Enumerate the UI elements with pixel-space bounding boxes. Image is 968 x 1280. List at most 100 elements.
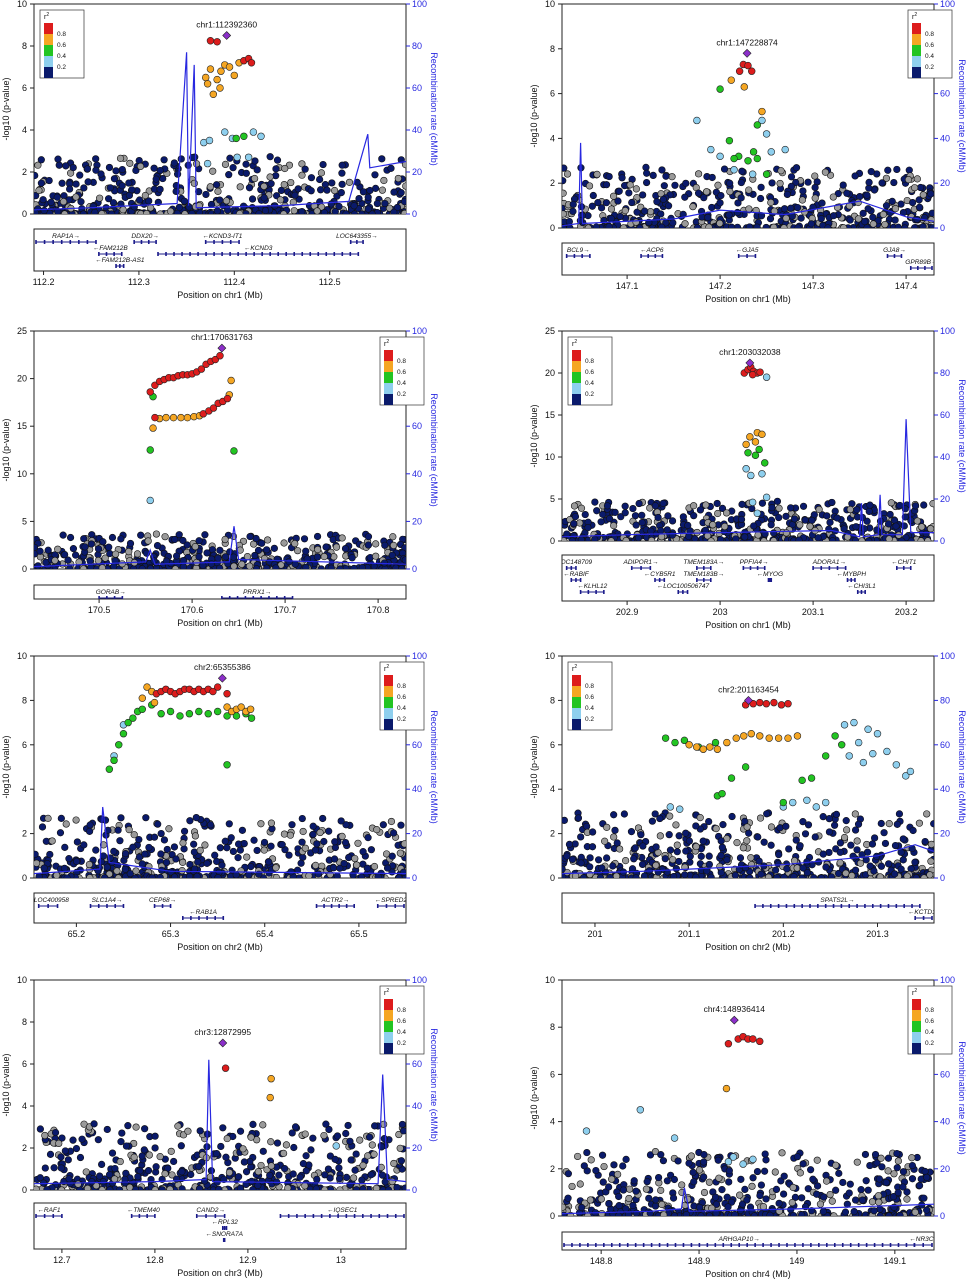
- bg-snp-point: [869, 220, 877, 228]
- bg-snp-point: [780, 1172, 788, 1180]
- right-y-tick-label: 40: [940, 452, 950, 462]
- bg-snp-point: [373, 199, 381, 208]
- bg-snp-point: [815, 505, 823, 514]
- bg-snp-point: [175, 531, 183, 539]
- gene-exon: [78, 240, 80, 244]
- bg-snp-point: [799, 1160, 807, 1168]
- gene-exon: [640, 254, 642, 258]
- snp-point-r2-02-04: [762, 373, 771, 381]
- legend-swatch: [912, 45, 921, 56]
- bg-snp-point: [723, 1193, 731, 1201]
- bg-snp-point: [402, 182, 406, 190]
- bg-snp-point: [834, 190, 842, 198]
- bg-snp-point: [62, 820, 70, 828]
- legend-label: 0.8: [925, 31, 934, 38]
- y-axis-title: -log10 (p-value): [1, 418, 11, 481]
- right-y-tick-label: 60: [412, 421, 422, 431]
- bg-snp-point: [799, 187, 807, 195]
- gene-exon: [658, 578, 661, 582]
- bg-snp-point: [611, 508, 619, 516]
- bg-snp-point: [899, 1168, 908, 1176]
- gene-exon: [703, 578, 705, 582]
- right-y-tick-label: 40: [940, 133, 950, 143]
- bg-snp-point: [265, 858, 273, 866]
- bg-snp-point: [911, 224, 919, 228]
- gene-exon: [587, 590, 590, 594]
- bg-snp-point: [783, 190, 791, 198]
- gene-exon: [349, 252, 352, 256]
- bg-snp-point: [718, 1186, 726, 1194]
- bg-snp-point: [54, 207, 62, 214]
- bg-snp-point: [366, 186, 374, 195]
- bg-snp-point: [253, 846, 261, 855]
- snp-point-r2-04-06: [753, 121, 761, 129]
- bg-snp-point: [191, 543, 199, 551]
- snp-point-r2-06-08: [227, 376, 235, 385]
- bg-snp-point: [66, 185, 74, 193]
- gene-exon: [696, 566, 698, 570]
- bg-snp-point: [597, 204, 606, 212]
- snp-point-r2-gt08: [735, 67, 744, 75]
- x-tick-label: 170.5: [88, 605, 111, 615]
- bg-snp-point: [772, 1185, 781, 1194]
- snp-point-r2-02-04: [146, 496, 154, 505]
- bg-snp-point: [288, 821, 296, 829]
- bg-snp-point: [787, 504, 795, 512]
- gene-exon: [105, 252, 108, 256]
- bg-snp-point: [689, 203, 697, 211]
- bg-snp-point: [928, 209, 934, 217]
- bg-snp-point: [322, 543, 330, 551]
- gene-exon: [931, 266, 933, 270]
- legend-swatch: [572, 361, 581, 372]
- legend-label: 0.6: [925, 42, 934, 49]
- bg-snp-point: [238, 560, 246, 568]
- gene-exon: [197, 252, 199, 256]
- gene-exon: [122, 264, 125, 268]
- bg-snp-point: [562, 1211, 568, 1216]
- gene-label: BCL9→: [567, 247, 590, 254]
- gene-label: ←MYOG: [757, 571, 783, 578]
- bg-snp-point: [632, 1209, 641, 1216]
- gene-exon: [157, 252, 159, 256]
- bg-snp-point: [393, 203, 402, 212]
- bg-snp-point: [190, 840, 198, 848]
- bg-snp-point: [145, 197, 153, 205]
- bg-snp-point: [762, 223, 770, 228]
- bg-snp-point: [621, 207, 629, 215]
- bg-snp-point: [46, 850, 54, 859]
- y-axis-title: -log10 (p-value): [1, 77, 11, 140]
- right-y-tick-label: 40: [412, 469, 422, 479]
- gene-exon: [864, 590, 866, 594]
- plot-content: [562, 363, 934, 541]
- bg-snp-point: [654, 513, 662, 522]
- gene-exon: [647, 254, 649, 258]
- bg-snp-point: [657, 1151, 665, 1159]
- gene-exon: [570, 566, 573, 570]
- bg-snp-point: [341, 838, 350, 847]
- bg-snp-point: [594, 199, 602, 207]
- gene-exon: [86, 240, 89, 244]
- snp-point-r2-gt08: [748, 67, 756, 75]
- bg-snp-point: [619, 1186, 628, 1194]
- bg-snp-point: [263, 546, 271, 554]
- bg-snp-point: [709, 521, 717, 529]
- gene-exon: [909, 566, 912, 570]
- gene-exon: [213, 240, 215, 244]
- bg-snp-point: [707, 537, 715, 541]
- bg-snp-point: [246, 562, 254, 569]
- bg-snp-point: [743, 1196, 751, 1204]
- bg-snp-point: [270, 544, 278, 552]
- bg-snp-point: [711, 1193, 720, 1201]
- gene-label: ←RABIF: [563, 571, 590, 578]
- bg-snp-point: [643, 178, 651, 187]
- bg-snp-point: [845, 1189, 853, 1197]
- gene-track: [561, 242, 935, 276]
- bg-snp-point: [659, 1157, 668, 1165]
- y-tick-label: 4: [22, 125, 27, 135]
- gene-exon: [649, 566, 652, 570]
- bg-snp-point: [737, 194, 745, 202]
- bg-snp-point: [142, 209, 151, 214]
- bg-snp-point: [878, 179, 886, 187]
- bg-snp-point: [592, 223, 600, 228]
